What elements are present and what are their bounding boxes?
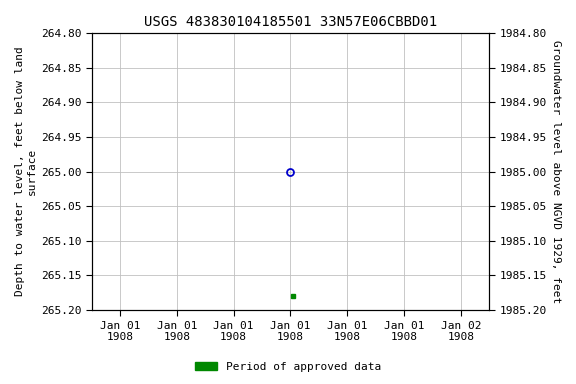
Title: USGS 483830104185501 33N57E06CBBD01: USGS 483830104185501 33N57E06CBBD01 [144,15,437,29]
Y-axis label: Groundwater level above NGVD 1929, feet: Groundwater level above NGVD 1929, feet [551,40,561,303]
Y-axis label: Depth to water level, feet below land
surface: Depth to water level, feet below land su… [15,46,37,296]
Legend: Period of approved data: Period of approved data [191,358,385,377]
